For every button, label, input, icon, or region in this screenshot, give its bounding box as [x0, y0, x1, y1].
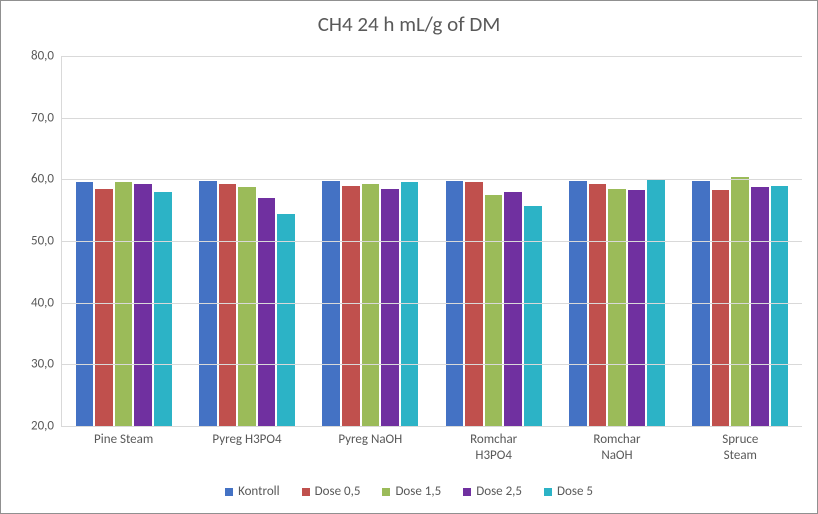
legend-item: Kontroll: [225, 484, 280, 499]
gridline: [62, 364, 802, 365]
x-tick-label: Pyreg H3PO4: [185, 426, 308, 448]
bar: [751, 187, 769, 426]
plot-area: Pine SteamPyreg H3PO4Pyreg NaOHRomcharH3…: [61, 56, 802, 427]
y-tick-label: 30,0: [31, 357, 62, 372]
legend-label: Kontroll: [238, 484, 280, 499]
legend-label: Dose 0,5: [315, 484, 361, 499]
legend-label: Dose 1,5: [395, 484, 441, 499]
legend-swatch: [382, 488, 390, 496]
legend-label: Dose 5: [557, 484, 593, 499]
bar: [342, 186, 360, 426]
legend: Kontroll Dose 0,5 Dose 1,5 Dose 2,5 Dose 5: [1, 484, 817, 499]
chart-frame: CH4 24 h mL/g of DM Pine SteamPyreg H3PO…: [0, 0, 818, 514]
legend-swatch: [463, 488, 471, 496]
x-tick-label: Pyreg NaOH: [309, 426, 432, 448]
bar: [589, 184, 607, 426]
x-tick-label: RomcharH3PO4: [432, 426, 555, 463]
bar: [485, 195, 503, 426]
chart-title: CH4 24 h mL/g of DM: [1, 11, 817, 37]
bar: [712, 190, 730, 426]
legend-swatch: [544, 488, 552, 496]
gridline: [62, 241, 802, 242]
bar: [731, 177, 749, 426]
y-tick-label: 60,0: [31, 172, 62, 187]
bar: [115, 182, 133, 426]
legend-label: Dose 2,5: [476, 484, 522, 499]
bar: [381, 189, 399, 426]
bar: [771, 186, 789, 427]
x-tick-label: RomcharNaOH: [555, 426, 678, 463]
x-tick-label: Pine Steam: [62, 426, 185, 448]
legend-swatch: [225, 488, 233, 496]
gridline: [62, 179, 802, 180]
bar: [524, 206, 542, 426]
gridline: [62, 118, 802, 119]
y-tick-label: 50,0: [31, 234, 62, 249]
bar: [465, 182, 483, 426]
bar: [76, 182, 94, 426]
bar: [238, 187, 256, 426]
x-tick-label: SpruceSteam: [679, 426, 802, 463]
bar: [362, 184, 380, 426]
gridline: [62, 303, 802, 304]
bar: [219, 184, 237, 426]
bar: [504, 192, 522, 426]
legend-swatch: [302, 488, 310, 496]
legend-item: Dose 0,5: [302, 484, 361, 499]
y-tick-label: 80,0: [31, 49, 62, 64]
legend-item: Dose 2,5: [463, 484, 522, 499]
bar: [154, 192, 172, 426]
bar: [277, 214, 295, 426]
y-tick-label: 20,0: [31, 419, 62, 434]
y-tick-label: 70,0: [31, 110, 62, 125]
bar: [608, 189, 626, 426]
y-tick-label: 40,0: [31, 295, 62, 310]
bar: [401, 182, 419, 426]
chart-title-text: CH4 24 h mL/g of DM: [318, 11, 501, 37]
gridline: [62, 56, 802, 57]
bar: [628, 190, 646, 426]
bar: [258, 198, 276, 426]
bar: [134, 184, 152, 426]
legend-item: Dose 1,5: [382, 484, 441, 499]
legend-item: Dose 5: [544, 484, 593, 499]
bar: [95, 189, 113, 426]
